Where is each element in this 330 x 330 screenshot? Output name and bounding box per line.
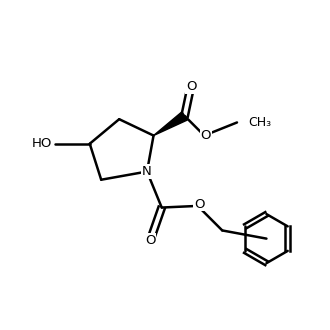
Polygon shape: [153, 112, 187, 136]
Text: HO: HO: [32, 137, 52, 150]
Text: O: O: [145, 234, 155, 247]
Text: O: O: [201, 129, 211, 142]
Text: ··: ··: [146, 129, 152, 139]
Text: N: N: [142, 165, 152, 178]
Text: O: O: [194, 198, 205, 211]
Text: CH₃: CH₃: [248, 116, 272, 129]
Text: O: O: [186, 80, 196, 93]
